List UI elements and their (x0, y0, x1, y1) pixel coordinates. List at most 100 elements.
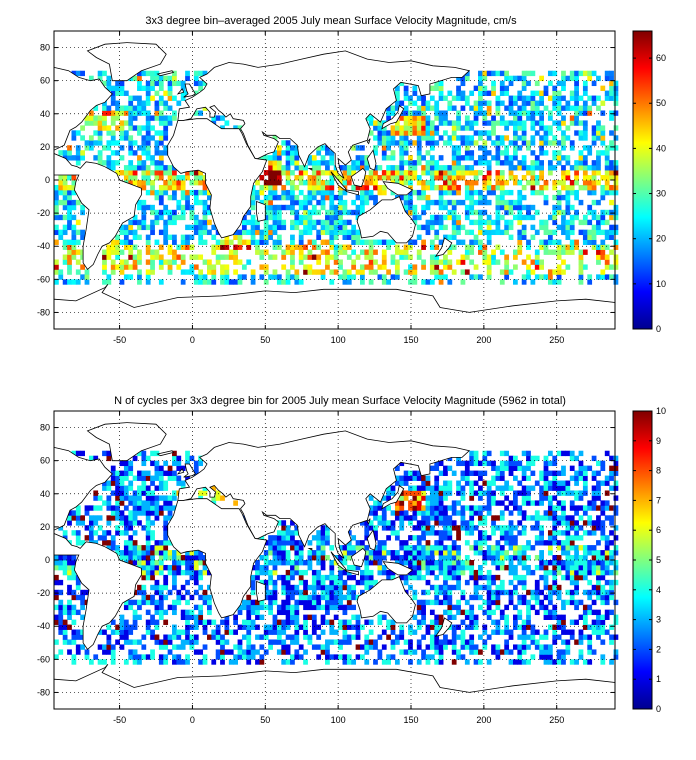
bin-cell (408, 279, 413, 285)
bin-cell (368, 194, 374, 201)
bin-cell (578, 634, 584, 640)
bin-cell (464, 659, 470, 665)
bin-cell (285, 634, 291, 640)
bin-cell (390, 490, 396, 496)
bin-cell (115, 550, 120, 556)
bin-cell (521, 500, 527, 506)
bin-cell (561, 194, 566, 201)
bin-cell (241, 274, 247, 280)
bin-cell (604, 480, 610, 486)
bin-cell (351, 594, 357, 601)
bin-cell (521, 470, 527, 476)
bin-cell (193, 560, 199, 566)
bin-cell (377, 264, 383, 270)
bin-cell (180, 175, 186, 181)
bin-cell (521, 120, 527, 126)
bin-cell (272, 219, 278, 226)
bin-cell (416, 145, 422, 151)
bin-cell (451, 520, 457, 526)
bin-cell (578, 95, 584, 101)
bin-cell (473, 274, 479, 280)
bin-cell (364, 545, 370, 551)
bin-cell (416, 560, 422, 566)
bin-cell (329, 574, 335, 581)
bin-cell (320, 629, 326, 635)
bin-cell (58, 629, 64, 635)
bin-cell (473, 589, 479, 596)
bin-cell (526, 465, 531, 471)
bin-cell (281, 644, 287, 650)
bin-cell (259, 199, 265, 206)
bin-cell (360, 545, 365, 551)
bin-cell (110, 649, 116, 655)
bin-cell (189, 204, 195, 211)
bin-cell (565, 530, 571, 536)
bin-cell (154, 130, 160, 136)
bin-cell (110, 644, 116, 650)
bin-cell (119, 644, 125, 650)
bin-cell (255, 599, 260, 606)
bin-cell (198, 110, 204, 116)
bin-cell (255, 564, 260, 571)
bin-cell (556, 140, 562, 146)
bin-cell (285, 155, 291, 161)
bin-cell (167, 90, 173, 96)
bin-cell (137, 495, 142, 501)
bin-cell (600, 480, 606, 486)
bin-cell (578, 70, 584, 77)
bin-cell (123, 165, 129, 171)
bin-cell (381, 264, 387, 270)
bin-cell (62, 189, 68, 196)
bin-cell (373, 639, 378, 645)
bin-cell (591, 224, 597, 231)
bin-cell (478, 604, 483, 611)
bin-cell (220, 254, 225, 260)
bin-cell (434, 115, 440, 121)
bin-cell (237, 274, 243, 280)
bin-cell (110, 465, 116, 471)
bin-cell (141, 589, 147, 596)
bin-cell (329, 560, 335, 566)
bin-cell (582, 80, 588, 87)
bin-cell (408, 629, 413, 635)
bin-cell (176, 550, 182, 556)
bin-cell (281, 525, 287, 531)
bin-cell (390, 175, 396, 181)
bin-cell (403, 244, 409, 250)
bin-cell (547, 550, 553, 556)
bin-cell (574, 530, 579, 536)
bin-cell (185, 244, 190, 250)
bin-cell (54, 239, 59, 245)
bin-cell (272, 150, 278, 156)
bin-cell (102, 115, 107, 121)
bin-cell (346, 624, 352, 630)
bin-cell (504, 550, 510, 556)
bin-cell (67, 584, 72, 591)
bin-cell (513, 614, 518, 620)
bin-cell (58, 579, 64, 586)
bin-cell (285, 170, 291, 176)
bin-cell (67, 564, 72, 571)
bin-cell (399, 125, 405, 131)
bin-cell (582, 569, 588, 576)
bin-cell (263, 634, 269, 640)
bin-cell (158, 560, 164, 566)
bin-cell (473, 175, 479, 181)
bin-cell (115, 115, 120, 121)
bin-cell (237, 234, 243, 240)
bin-cell (272, 555, 278, 561)
bin-cell (561, 470, 566, 476)
bin-cell (145, 624, 151, 630)
bin-cell (508, 234, 514, 240)
bin-cell (342, 579, 348, 586)
bin-cell (259, 634, 265, 640)
bin-cell (530, 110, 536, 116)
bin-cell (604, 629, 610, 635)
bin-cell (88, 525, 94, 531)
colorbar-tick-label: 20 (656, 234, 666, 244)
bin-cell (482, 120, 488, 126)
bin-cell (434, 540, 440, 546)
bin-cell (290, 535, 295, 541)
bin-cell (569, 115, 575, 121)
bin-cell (154, 170, 160, 176)
